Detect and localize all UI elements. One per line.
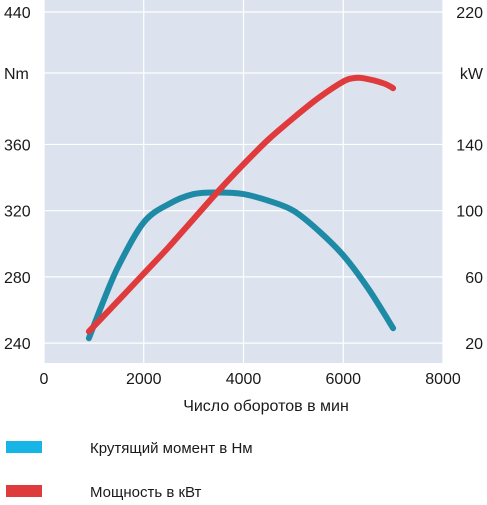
- y-right-tick-label: 60: [465, 270, 483, 287]
- legend-label: Крутящий момент в Нм: [90, 440, 253, 457]
- series-line-power: [85, 74, 397, 335]
- y-left-tick-label: 280: [4, 270, 31, 287]
- y-left-tick-label: 320: [4, 204, 31, 221]
- y-right-tick-label: 140: [456, 137, 483, 154]
- x-tick-label: 8000: [425, 371, 461, 388]
- legend-swatch: [6, 441, 42, 453]
- y-right-tick-label: 20: [465, 336, 483, 353]
- x-axis-title: Число оборотов в мин: [183, 398, 349, 415]
- y-right-unit: kW: [460, 66, 484, 83]
- x-tick-label: 0: [40, 371, 49, 388]
- y-right-tick-label: 100: [456, 204, 483, 221]
- y-right-tick-label: 220: [456, 5, 483, 22]
- y-left-tick-label: 360: [4, 137, 31, 154]
- x-tick-label: 4000: [226, 371, 262, 388]
- legend-swatch: [6, 485, 42, 497]
- legend-label: Мощность в кВт: [90, 484, 202, 501]
- y-left-unit: Nm: [4, 66, 29, 83]
- y-left-tick-label: 240: [4, 336, 31, 353]
- x-tick-label: 2000: [126, 371, 162, 388]
- y-left-tick-label: 440: [4, 5, 31, 22]
- x-tick-label: 6000: [325, 371, 361, 388]
- series-line-torque: [85, 189, 397, 342]
